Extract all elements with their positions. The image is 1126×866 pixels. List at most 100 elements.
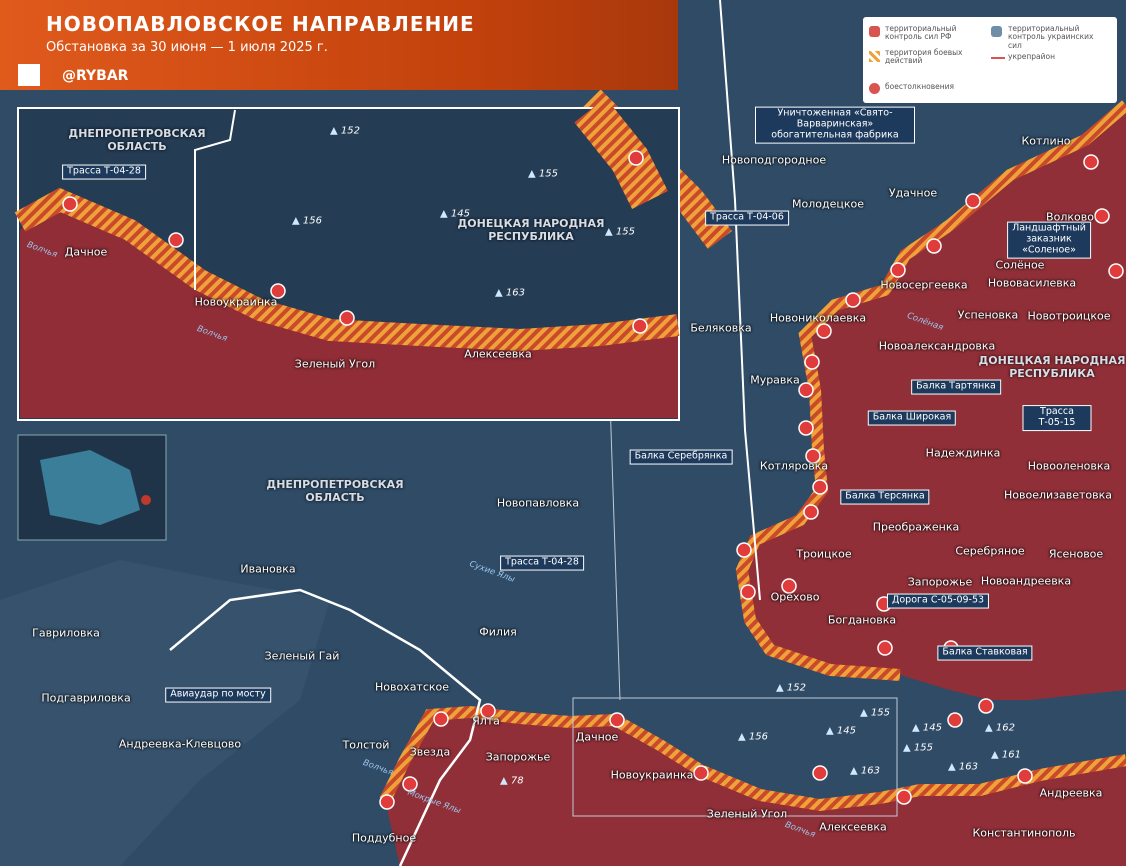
settlement-label: Новониколаевка: [769, 311, 867, 325]
clash-marker: [62, 196, 78, 212]
settlement-label: Андреевка: [1039, 786, 1103, 800]
legend-item: укрепрайон: [1008, 52, 1055, 61]
settlement-label: Алексеевка: [819, 820, 887, 834]
settlement-label: Успеновка: [957, 308, 1019, 322]
settlement-label: Новопавловка: [496, 496, 580, 510]
settlement-label: Троицкое: [796, 547, 852, 561]
annotation: Балка Широкая: [867, 410, 957, 426]
annotation: Дорога С-05-09-53: [886, 593, 990, 609]
clash-marker: [270, 283, 286, 299]
clash-marker: [805, 448, 821, 464]
annotation: Трасса Т-04-28: [500, 555, 584, 571]
settlement-label: Дачное: [575, 730, 619, 744]
settlement-label: Звезда: [409, 745, 451, 759]
settlement-label: Подгавриловка: [41, 691, 131, 705]
settlement-label: Беляковка: [690, 321, 752, 335]
terrain: [0, 560, 330, 866]
height-label: 162: [985, 723, 1015, 734]
settlement-label: Гавриловка: [32, 626, 100, 640]
clash-marker: [803, 504, 819, 520]
settlement-label: Дачное: [64, 245, 108, 259]
settlement-label: Толстой: [342, 738, 390, 752]
settlement-label: Зеленый Угол: [706, 807, 788, 821]
settlement-label: Орехово: [770, 590, 820, 604]
clash-marker: [1094, 208, 1110, 224]
height-label: 156: [738, 732, 768, 743]
settlement-label: Солёное: [995, 258, 1045, 272]
settlement-label: Преображенка: [872, 520, 960, 534]
settlement-label: Богдановка: [827, 613, 897, 627]
height-label: 145: [912, 723, 942, 734]
clash-marker: [168, 232, 184, 248]
clash-marker: [947, 712, 963, 728]
settlement-label: Алексеевка: [464, 347, 532, 361]
clash-marker: [926, 238, 942, 254]
clash-marker: [379, 794, 395, 810]
rf-control-south: [385, 712, 1126, 866]
clash-marker: [890, 262, 906, 278]
border: [169, 588, 482, 866]
height-label: 155: [903, 743, 933, 754]
settlement-label: Удачное: [888, 186, 938, 200]
settlement-label: Серебряное: [955, 544, 1025, 558]
settlement-label: Новотроицкое: [1027, 309, 1111, 323]
clash-marker: [845, 292, 861, 308]
settlement-label: Молодецкое: [792, 197, 864, 211]
clash-marker: [1108, 263, 1124, 279]
height-label: 155: [860, 708, 890, 719]
height-label: 161: [991, 750, 1021, 761]
legend-swatch: [991, 26, 1002, 37]
height-label: 145: [440, 209, 470, 220]
annotation: Балка Тартянка: [911, 379, 1001, 395]
settlement-label: Андреевка-Клевцово: [118, 737, 242, 751]
settlement-label: Нововасилевка: [987, 276, 1077, 290]
clash-marker: [812, 479, 828, 495]
settlement-label: Зеленый Гай: [264, 649, 340, 663]
overview-marker: [141, 495, 151, 505]
clash-marker: [693, 765, 709, 781]
overview-region: [40, 450, 140, 525]
settlement-label: Новооленовка: [1027, 459, 1111, 473]
settlement-label: Константинополь: [972, 826, 1076, 840]
inset-rf-control: [20, 200, 678, 418]
inset-combat-zone: [14, 187, 680, 352]
annotation: Балка Серебрянка: [629, 449, 733, 465]
legend-item: территориальный контроль украинских сил: [1008, 24, 1094, 50]
settlement-label: Филия: [479, 625, 517, 639]
height-label: 155: [605, 227, 635, 238]
clash-marker: [877, 640, 893, 656]
brand: @RYBAR: [62, 68, 129, 84]
clash-marker: [798, 420, 814, 436]
clash-marker: [1017, 768, 1033, 784]
height-label: 155: [528, 169, 558, 180]
road: [609, 399, 621, 701]
settlement-label: Волково: [1046, 210, 1094, 224]
clash-marker: [804, 354, 820, 370]
clash-marker: [736, 542, 752, 558]
clash-marker: [965, 193, 981, 209]
settlement-label: Котлино: [1021, 134, 1071, 148]
region-label: ДНЕПРОПЕТРОВСКАЯ ОБЛАСТЬ: [266, 478, 404, 504]
inset-border: [194, 109, 236, 290]
settlement-label: Поддубное: [351, 831, 417, 845]
height-label: 145: [826, 726, 856, 737]
clash-marker: [978, 698, 994, 714]
legend-swatch: [869, 51, 880, 62]
annotation: Трасса Т-05-15: [1022, 405, 1092, 431]
annotation: Авиаудар по мосту: [165, 687, 271, 703]
settlement-label: Новоандреевка: [980, 574, 1072, 588]
clash-marker: [402, 776, 418, 792]
region-label: ДНЕПРОПЕТРОВСКАЯ ОБЛАСТЬ: [68, 127, 206, 153]
settlement-label: Ялта: [472, 714, 500, 728]
legend-swatch: [991, 57, 1005, 59]
settlement-label: Новоукраинка: [610, 768, 694, 782]
clash-marker: [798, 382, 814, 398]
annotation: Ландшафтный заказник «Соленое»: [1007, 221, 1091, 259]
clash-marker: [433, 711, 449, 727]
clash-marker: [480, 703, 496, 719]
settlement-label: Новоукраинка: [194, 295, 278, 309]
settlement-label: Новоподгородное: [721, 153, 827, 167]
title: НОВОПАВЛОВСКОЕ НАПРАВЛЕНИЕ: [46, 12, 475, 36]
clash-marker: [740, 584, 756, 600]
